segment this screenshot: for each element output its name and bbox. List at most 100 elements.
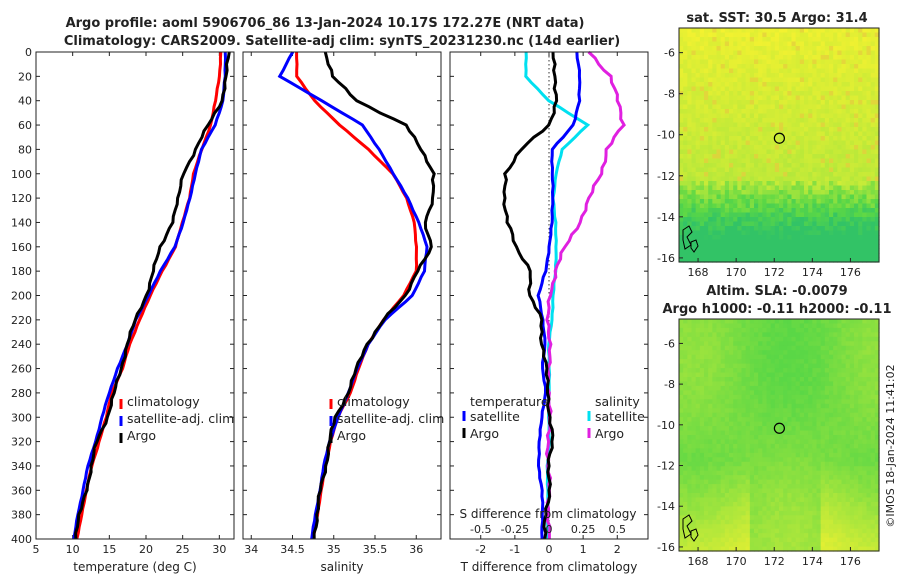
map-cell	[820, 403, 826, 409]
map-cell	[808, 127, 813, 133]
map-cell	[724, 372, 730, 378]
map-cell	[837, 226, 843, 232]
map-cell	[849, 140, 855, 146]
map-cell	[691, 199, 697, 205]
map-cell	[758, 457, 763, 463]
map-cell	[783, 77, 788, 83]
map-cell	[699, 443, 705, 449]
map-cell	[704, 457, 709, 463]
y-tick-label: 120	[11, 192, 32, 205]
map-cell	[766, 50, 772, 56]
map-cell	[729, 41, 734, 47]
map-cell	[691, 394, 697, 400]
map-cell	[841, 412, 847, 418]
map-cell	[708, 55, 713, 61]
map-cell	[783, 257, 788, 263]
map-cell	[741, 248, 747, 254]
map-cell	[770, 417, 776, 423]
map-cell	[737, 493, 743, 499]
map-cell	[858, 506, 863, 512]
map-cell	[854, 501, 859, 507]
map-cell	[745, 435, 751, 441]
map-cell	[729, 32, 734, 38]
map-cell	[737, 208, 743, 214]
map-cell	[758, 172, 763, 178]
map-cell	[858, 368, 863, 374]
map-cell	[766, 199, 772, 205]
map-cell	[795, 399, 801, 405]
map-cell	[712, 448, 718, 454]
map-cell	[704, 77, 709, 83]
map-cell	[679, 336, 684, 342]
map-cell	[845, 426, 851, 432]
map-cell	[683, 32, 688, 38]
map-cell	[679, 118, 684, 124]
map-cell	[866, 64, 872, 70]
map-cell	[704, 327, 709, 333]
map-cell	[716, 140, 722, 146]
map-cell	[716, 336, 722, 342]
map-cell	[870, 91, 876, 97]
y-tick-label: 240	[11, 338, 32, 351]
map-cell	[787, 158, 793, 164]
map-cell	[829, 448, 834, 454]
map-cell	[820, 50, 826, 56]
map-cell	[795, 319, 801, 325]
map-cell	[712, 122, 718, 128]
map-cell	[699, 248, 705, 254]
map-cell	[795, 359, 801, 365]
map-cell	[845, 37, 851, 43]
map-cell	[699, 493, 705, 499]
map-cell	[741, 394, 747, 400]
map-cell	[687, 118, 693, 124]
map-cell	[874, 181, 880, 187]
x-tick-label: 170	[726, 266, 747, 279]
map-cell	[704, 448, 709, 454]
map-cell	[841, 59, 847, 65]
map-cell	[824, 327, 830, 333]
map-cell	[774, 37, 780, 43]
map-cell	[754, 327, 759, 333]
map-cell	[870, 510, 876, 516]
map-cell	[679, 385, 684, 391]
map-cell	[687, 68, 693, 74]
map-cell	[716, 488, 722, 494]
map-cell	[795, 430, 801, 436]
map-cell	[712, 350, 718, 356]
map-cell	[849, 443, 855, 449]
map-cell	[691, 140, 697, 146]
map-cell	[762, 59, 768, 65]
map-cell	[745, 327, 751, 333]
map-cell	[791, 448, 797, 454]
map-cell	[837, 176, 843, 182]
map-cell	[858, 28, 863, 34]
map-cell	[729, 37, 734, 43]
map-cell	[829, 37, 834, 43]
map-cell	[699, 46, 705, 52]
map-cell	[737, 501, 743, 507]
map-cell	[841, 122, 847, 128]
map-cell	[866, 190, 872, 196]
map-cell	[845, 354, 851, 360]
map-cell	[829, 253, 834, 259]
map-cell	[791, 457, 797, 463]
map-cell	[745, 319, 751, 325]
map-cell	[683, 172, 688, 178]
map-cell	[841, 91, 847, 97]
map-cell	[695, 461, 701, 467]
map-cell	[733, 359, 738, 365]
map-cell	[808, 452, 813, 458]
map-cell	[816, 122, 822, 128]
map-cell	[691, 136, 697, 142]
map-cell	[866, 230, 872, 236]
map-cell	[699, 390, 705, 396]
map-cell	[708, 470, 713, 476]
map-cell	[766, 435, 772, 441]
map-cell	[816, 131, 822, 137]
map-cell	[866, 350, 872, 356]
map-cell	[737, 457, 743, 463]
map-cell	[849, 136, 855, 142]
map-cell	[824, 68, 830, 74]
map-cell	[716, 50, 722, 56]
map-cell	[829, 194, 834, 200]
